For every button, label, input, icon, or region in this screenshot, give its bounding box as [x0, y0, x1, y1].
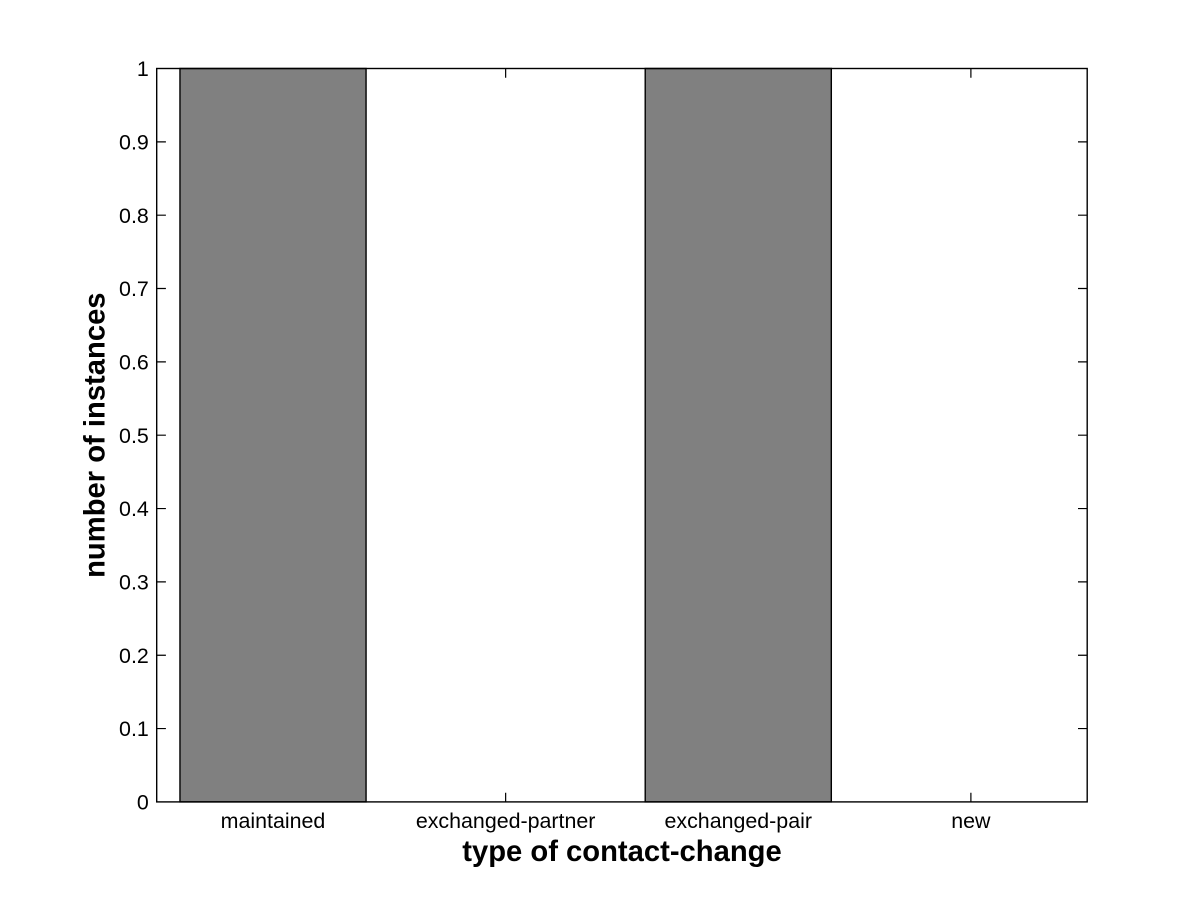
- svg-text:1: 1: [137, 57, 149, 81]
- svg-text:0.3: 0.3: [119, 571, 149, 595]
- svg-text:0.7: 0.7: [119, 277, 149, 301]
- svg-text:0.6: 0.6: [119, 351, 149, 375]
- svg-text:exchanged-pair: exchanged-pair: [665, 809, 812, 833]
- svg-text:number of instances: number of instances: [79, 292, 111, 577]
- svg-text:0.1: 0.1: [119, 717, 149, 741]
- svg-text:type of contact-change: type of contact-change: [462, 836, 781, 868]
- svg-text:new: new: [951, 809, 991, 833]
- svg-text:maintained: maintained: [221, 809, 326, 833]
- svg-text:0.8: 0.8: [119, 204, 149, 228]
- svg-text:0.9: 0.9: [119, 131, 149, 155]
- svg-text:0.2: 0.2: [119, 644, 149, 668]
- svg-text:0.4: 0.4: [119, 497, 149, 521]
- svg-text:0: 0: [137, 791, 149, 815]
- svg-text:0.5: 0.5: [119, 424, 149, 448]
- svg-text:exchanged-partner: exchanged-partner: [416, 809, 596, 833]
